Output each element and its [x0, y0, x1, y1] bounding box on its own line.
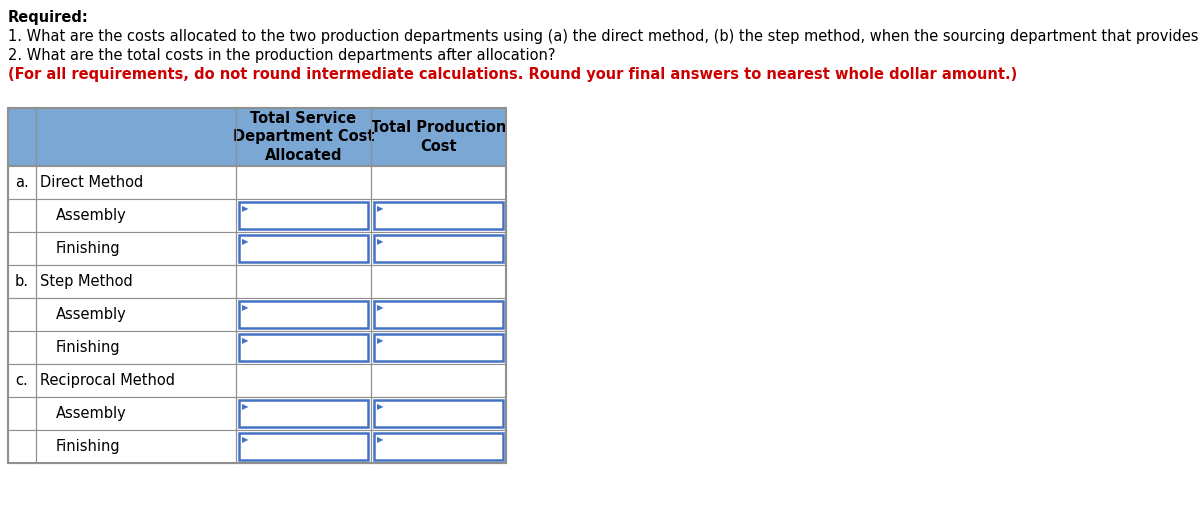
Text: a.: a.	[16, 175, 29, 190]
Text: c.: c.	[16, 373, 29, 388]
Text: ▶: ▶	[377, 402, 384, 411]
Text: Direct Method: Direct Method	[40, 175, 143, 190]
Bar	[8, 232, 506, 265]
Text: Total Service
Department Cost
Allocated: Total Service Department Cost Allocated	[233, 111, 374, 163]
Text: ▶: ▶	[377, 336, 384, 345]
Bar	[374, 202, 503, 229]
Bar	[8, 265, 506, 298]
Text: Reciprocal Method: Reciprocal Method	[40, 373, 175, 388]
Text: ▶: ▶	[242, 303, 248, 312]
Bar	[8, 108, 506, 166]
Text: ▶: ▶	[242, 237, 248, 246]
Bar	[374, 334, 503, 361]
Text: Total Production
Cost: Total Production Cost	[371, 120, 506, 154]
Text: Step Method: Step Method	[40, 274, 133, 289]
Bar	[8, 199, 506, 232]
Text: Assembly: Assembly	[56, 406, 127, 421]
Bar	[239, 235, 368, 262]
Text: ▶: ▶	[377, 435, 384, 444]
Bar	[239, 400, 368, 427]
Text: ▶: ▶	[377, 204, 384, 213]
Text: Finishing: Finishing	[56, 340, 121, 355]
Bar	[8, 298, 506, 331]
Text: ▶: ▶	[377, 303, 384, 312]
Bar	[8, 364, 506, 397]
Text: Required:: Required:	[8, 10, 89, 25]
Text: (For all requirements, do not round intermediate calculations. Round your final : (For all requirements, do not round inte…	[8, 67, 1018, 82]
Bar	[374, 433, 503, 460]
Bar	[374, 301, 503, 328]
Text: 1. What are the costs allocated to the two production departments using (a) the : 1. What are the costs allocated to the t…	[8, 29, 1200, 44]
Bar	[239, 202, 368, 229]
Text: b.: b.	[14, 274, 29, 289]
Bar	[239, 433, 368, 460]
Bar	[8, 331, 506, 364]
Text: 2. What are the total costs in the production departments after allocation?: 2. What are the total costs in the produ…	[8, 48, 556, 63]
Bar	[8, 430, 506, 463]
Bar	[374, 400, 503, 427]
Text: ▶: ▶	[242, 402, 248, 411]
Text: Assembly: Assembly	[56, 307, 127, 322]
Bar	[239, 334, 368, 361]
Text: ▶: ▶	[242, 204, 248, 213]
Bar	[374, 235, 503, 262]
Text: Finishing: Finishing	[56, 241, 121, 256]
Text: ▶: ▶	[242, 336, 248, 345]
Text: Assembly: Assembly	[56, 208, 127, 223]
Bar	[8, 166, 506, 199]
Bar	[239, 301, 368, 328]
Bar	[8, 108, 506, 463]
Text: ▶: ▶	[242, 435, 248, 444]
Bar	[8, 397, 506, 430]
Text: Finishing: Finishing	[56, 439, 121, 454]
Text: ▶: ▶	[377, 237, 384, 246]
